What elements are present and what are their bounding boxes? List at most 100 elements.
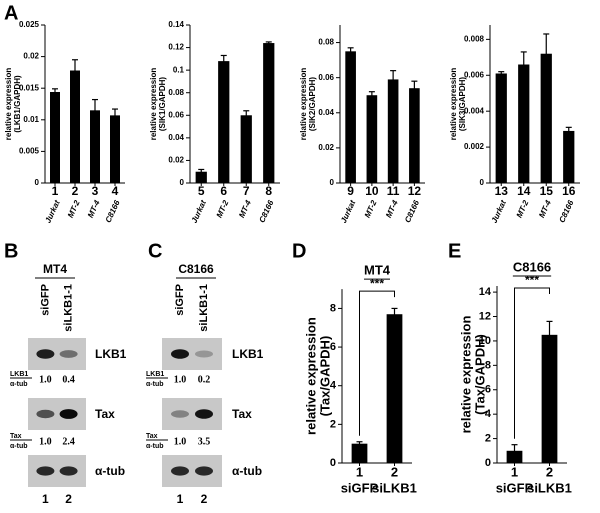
ratio-value: 1.0 [174,374,187,385]
y-tick-label: 0.04 [318,108,334,117]
y-tick-label: 0.004 [464,106,485,115]
y-tick-label: 10 [479,335,491,347]
x-tick-label: 5 [198,184,205,198]
bar [366,95,378,183]
bar [540,53,552,184]
y-tick-label: 0.06 [168,110,184,119]
panel-letter: B [4,240,18,262]
row-label: LKB1 [95,347,127,361]
bar [563,130,575,183]
y-tick-label: 0 [35,178,40,187]
y-tick-label: 4 [485,408,492,420]
y-tick-label: 0.002 [464,142,485,151]
lane-number: 1 [42,492,49,506]
lane-label: siLKB1-1 [198,284,210,332]
blot-band [195,466,213,476]
bar [218,61,230,183]
ratio-denominator: α-tub [146,443,164,450]
cell-line-label: siGFP [496,480,534,495]
blot-title: MT4 [43,262,67,276]
cell-line-label: C8166 [403,198,421,224]
y-tick-label: 0 [480,178,485,187]
cell-line-label: C8166 [104,198,122,224]
cell-line-label: MT-2 [215,198,231,219]
y-tick-label: 0.005 [19,147,40,156]
y-tick-label: 14 [479,286,492,298]
y-axis-label: relative expression [299,68,308,141]
significance-label: *** [370,276,384,290]
x-tick-label: 2 [72,184,79,198]
x-tick-label: 2 [546,464,553,479]
lane-label: siGFP [174,284,186,316]
cell-line-label: MT-4 [237,198,253,219]
x-tick-label: 1 [52,184,59,198]
lane-label: siGFP [39,284,51,316]
bar [518,64,530,183]
bar [541,334,558,463]
cell-line-label: MT-2 [363,198,379,219]
y-tick-label: 0.015 [19,83,40,92]
y-tick-label: 6 [330,341,336,353]
x-tick-label: 16 [562,184,576,198]
blot-band [171,466,189,476]
ratio-value: 0.2 [198,374,211,385]
y-axis-label: (LKB1/GAPDH) [13,75,22,133]
y-tick-label: 0.12 [168,43,184,52]
y-tick-label: 0.02 [23,52,39,61]
y-tick-label: 0.006 [464,70,485,79]
y-tick-label: 0.06 [318,73,334,82]
y-axis-label: relative expression [458,316,473,434]
cell-line-label: Jurkat [490,199,508,225]
blot-band [36,409,55,419]
ratio-denominator: α-tub [146,381,164,388]
y-tick-label: 0.08 [168,88,184,97]
y-tick-label: 6 [485,384,491,396]
row-label: Tax [232,407,252,421]
significance-bracket [359,290,395,436]
x-tick-label: 3 [92,184,99,198]
panel-letter: A [4,2,18,24]
bar [387,79,399,183]
y-axis-label: (SIK1/GAPDH) [158,77,167,132]
row-label: Tax [95,407,115,421]
bar [386,314,403,463]
cell-line-label: MT-2 [66,198,82,219]
x-tick-label: 6 [220,184,227,198]
bar [50,91,60,183]
y-tick-label: 0.008 [464,34,485,43]
cell-line-label: siGFP [341,480,379,495]
y-tick-label: 0.025 [19,20,40,29]
cell-line-label: MT-4 [86,198,102,219]
x-tick-label: 13 [495,184,509,198]
row-label: α-tub [232,464,262,478]
x-tick-label: 10 [365,184,379,198]
cell-line-label: Jurkat [43,199,61,225]
y-tick-label: 0.14 [168,20,184,29]
blot-band [36,349,55,359]
bar [351,443,368,463]
cell-line-label: MT-2 [515,198,531,219]
y-tick-label: 0 [180,178,185,187]
ratio-value: 1.0 [174,436,187,447]
ratio-numerator: LKB1 [10,371,28,378]
ratio-numerator: Tax [146,433,158,440]
y-tick-label: 0.1 [173,65,185,74]
bar [70,70,80,183]
lane-number: 2 [65,492,72,506]
y-tick-label: 2 [485,432,491,444]
bar [195,171,207,183]
x-tick-label: 8 [265,184,272,198]
ratio-numerator: Tax [10,433,22,440]
lane-number: 1 [177,492,184,506]
blot-band [195,409,213,419]
blot-band [195,350,213,358]
y-tick-label: 0.01 [23,115,39,124]
cell-line-label: siLKB1 [527,480,572,495]
chart-title: MT4 [364,263,391,278]
y-tick-label: 0 [330,178,335,187]
y-tick-label: 0.02 [318,143,334,152]
bar [90,110,100,183]
blot-title: C8166 [178,262,214,276]
x-tick-label: 11 [387,184,400,198]
